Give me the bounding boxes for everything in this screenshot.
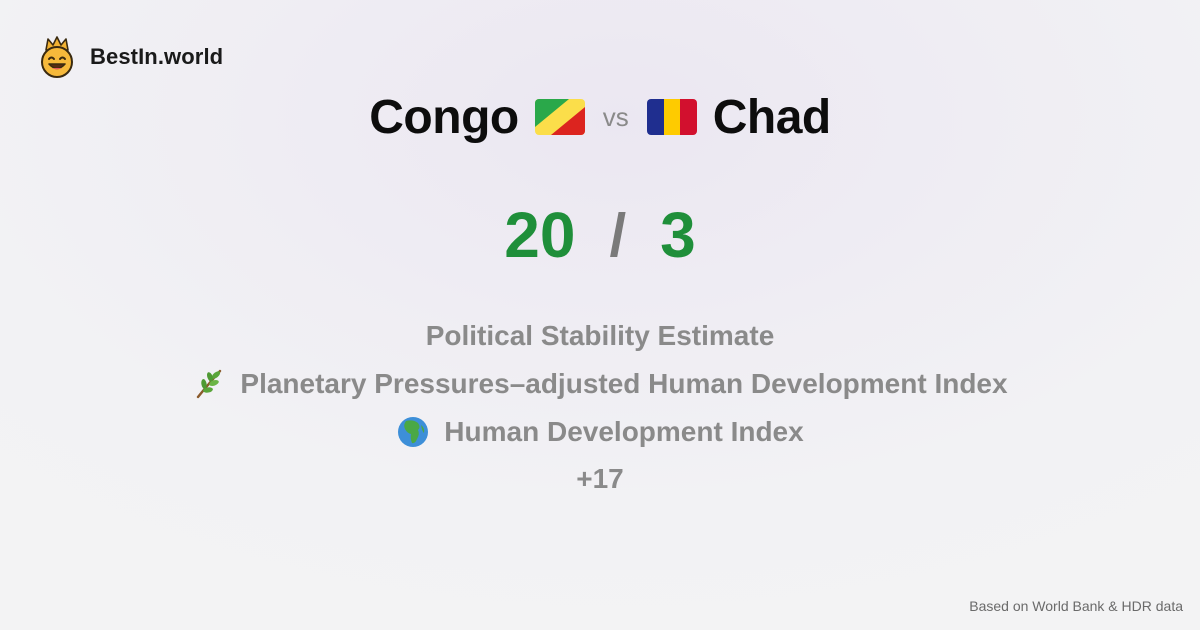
metrics-list: Political Stability Estimate Planetary P…: [0, 312, 1200, 502]
right-score: 3: [660, 199, 696, 271]
metric-phdi[interactable]: Planetary Pressures–adjusted Human Devel…: [192, 360, 1008, 408]
score-row: 20 / 3: [0, 195, 1200, 275]
vs-label: vs: [602, 101, 629, 132]
more-label: +17: [576, 463, 624, 494]
comparison-title: Congo vs Chad: [0, 86, 1200, 148]
more-metrics-count[interactable]: +17: [576, 456, 624, 502]
score-separator: /: [609, 201, 627, 269]
metric-label: Human Development Index: [444, 416, 804, 447]
left-country-name[interactable]: Congo: [369, 90, 519, 144]
smiling-face-with-crown-icon: [41, 36, 73, 78]
right-country-name[interactable]: Chad: [712, 90, 832, 144]
herb-branch-icon: [197, 369, 222, 399]
brand[interactable]: BestIn.world: [38, 36, 223, 78]
metric-label: Planetary Pressures–adjusted Human Devel…: [240, 368, 1008, 399]
data-source-note: Based on World Bank & HDR data: [969, 598, 1183, 614]
globe-africa-icon: [398, 417, 429, 447]
metric-political-stability[interactable]: Political Stability Estimate: [426, 312, 775, 360]
congo-flag-icon: [534, 99, 585, 135]
left-score: 20: [504, 199, 576, 271]
brand-name: BestIn.world: [90, 44, 224, 69]
metric-label: Political Stability Estimate: [425, 320, 775, 351]
chad-flag-icon: [646, 99, 697, 135]
metric-hdi[interactable]: Human Development Index: [396, 408, 804, 456]
